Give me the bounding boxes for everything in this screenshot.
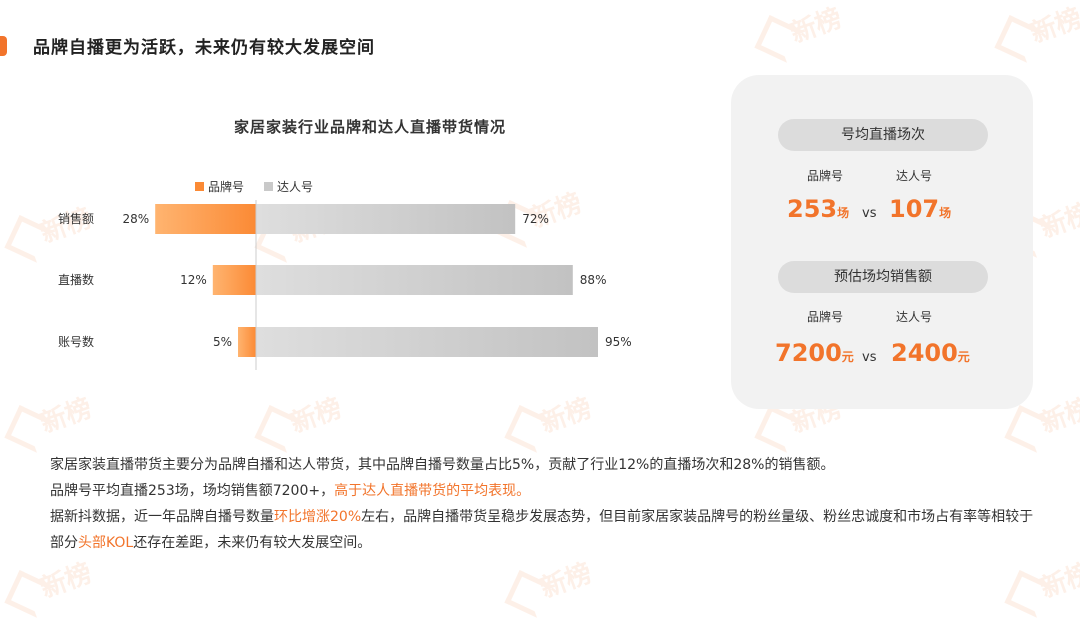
description-line-1: 家居家装直播带货主要分为品牌自播和达人带货，其中品牌自播号数量占比5%，贡献了行…	[50, 457, 835, 473]
watermark-logo: 新榜	[2, 550, 96, 630]
chart-title: 家居家装行业品牌和达人直播带货情况	[233, 118, 506, 136]
title-accent-bar	[0, 36, 7, 56]
watermark-logo: 新榜	[752, 0, 846, 75]
category-label: 直播数	[58, 272, 94, 287]
data-label-influencer: 72%	[522, 212, 549, 226]
vs-text: vs	[862, 206, 877, 221]
brand-label: 品牌号	[807, 169, 844, 183]
stats-card: 号均直播场次 品牌号 达人号 253场 vs 107场 预估场均销售额 品牌号 …	[731, 75, 1033, 409]
legend-swatch-brand	[195, 182, 204, 191]
bar-brand	[155, 204, 256, 234]
description-line-3: 据新抖数据，近一年品牌自播号数量环比增涨20%左右，品牌自播带货呈稳步发展态势，…	[50, 509, 1034, 551]
brand-sessions-value: 253场	[787, 195, 850, 223]
watermark-logo: 新榜	[1002, 550, 1080, 630]
category-label: 销售额	[58, 211, 94, 226]
bar-influencer	[256, 327, 598, 357]
data-label-brand: 28%	[123, 212, 150, 226]
legend-label-brand: 品牌号	[208, 180, 244, 194]
description: 家居家装直播带货主要分为品牌自播和达人带货，其中品牌自播号数量占比5%，贡献了行…	[50, 452, 1040, 556]
bar-influencer	[256, 265, 573, 295]
avg-sessions-label: 号均直播场次	[778, 119, 988, 151]
highlight-text: 头部KOL	[78, 535, 134, 551]
influencer-label: 达人号	[896, 169, 933, 183]
description-line-2: 品牌号平均直播253场，场均销售额7200+，高于达人直播带货的平均表现。	[50, 483, 531, 499]
bar-brand	[212, 265, 256, 295]
watermark-logo: 新榜	[992, 0, 1080, 75]
influencer-sessions-value: 107场	[889, 195, 952, 223]
bar-influencer	[256, 204, 516, 234]
watermark-logo: 新榜	[502, 550, 596, 630]
data-label-influencer: 95%	[605, 335, 632, 349]
bar-brand	[238, 327, 256, 357]
brand-sales-value: 7200元	[775, 339, 854, 367]
data-label-influencer: 88%	[580, 273, 607, 287]
avg-sales-label: 预估场均销售额	[778, 261, 988, 293]
legend-label-influencer: 达人号	[277, 180, 313, 194]
legend-swatch-influencer	[264, 182, 273, 191]
data-label-brand: 5%	[213, 335, 232, 349]
influencer-sales-value: 2400元	[891, 339, 970, 367]
influencer-label: 达人号	[896, 310, 933, 324]
page-title: 品牌自播更为活跃，未来仍有较大发展空间	[33, 38, 375, 58]
vs-text: vs	[862, 350, 877, 365]
highlight-text: 高于达人直播带货的平均表现。	[334, 483, 531, 499]
data-label-brand: 12%	[180, 273, 207, 287]
highlight-text: 环比增涨20%	[274, 509, 362, 525]
brand-label: 品牌号	[807, 310, 844, 324]
category-label: 账号数	[58, 334, 94, 349]
